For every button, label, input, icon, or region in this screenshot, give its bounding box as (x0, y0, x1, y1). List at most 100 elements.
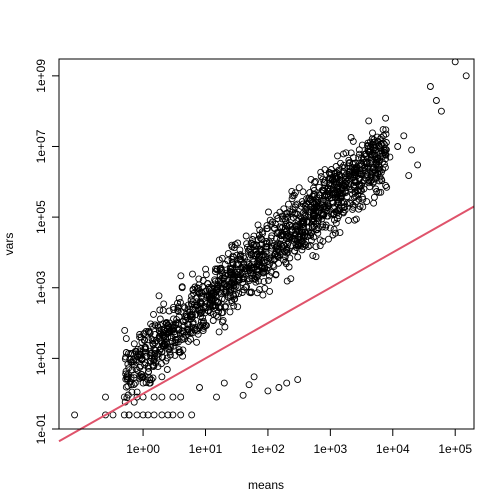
data-point (144, 362, 152, 370)
data-point (211, 277, 219, 285)
data-point (363, 198, 371, 206)
data-point (365, 117, 373, 125)
data-point (258, 259, 266, 267)
data-point (165, 307, 173, 315)
data-point (158, 373, 166, 381)
data-point (230, 284, 238, 292)
data-point (236, 246, 244, 254)
data-point (356, 203, 364, 210)
data-point (133, 411, 141, 419)
data-point (336, 229, 344, 237)
data-point (120, 411, 128, 419)
data-point (349, 160, 357, 168)
data-point (382, 182, 390, 189)
data-point (188, 411, 196, 419)
data-point (177, 272, 185, 280)
data-point (234, 303, 242, 311)
data-point (158, 393, 166, 401)
data-point (285, 263, 293, 271)
x-axis: 1e+00 1e+01 1e+02 1e+03 1e+04 1e+05 (126, 429, 472, 456)
data-point (299, 188, 307, 196)
data-point (462, 72, 470, 80)
data-point (261, 284, 269, 292)
data-point (165, 346, 173, 354)
data-point (349, 201, 357, 209)
data-point (267, 268, 275, 276)
data-point (254, 271, 262, 279)
y-axis: 1e-01 1e+01 1e+03 1e+05 1e+07 1e+09 (34, 59, 59, 444)
data-point (356, 150, 363, 158)
data-point (149, 374, 157, 382)
data-point (310, 217, 318, 225)
data-point (382, 139, 390, 146)
data-point (175, 348, 183, 356)
data-point (196, 299, 204, 306)
data-point (154, 353, 162, 361)
data-point (177, 411, 185, 419)
data-point (298, 246, 306, 254)
data-point (162, 328, 170, 336)
data-point (302, 202, 310, 210)
data-point (364, 163, 372, 171)
data-point (199, 314, 207, 322)
data-point (150, 393, 158, 401)
data-point (311, 191, 319, 198)
points-layer (71, 58, 470, 419)
x-axis-title: means (248, 478, 284, 492)
data-point (405, 172, 413, 180)
data-point (245, 277, 253, 285)
data-point (328, 170, 335, 177)
data-point (299, 219, 307, 227)
data-point (279, 223, 287, 231)
data-point (254, 268, 262, 276)
data-point (177, 393, 185, 401)
data-point (300, 240, 308, 248)
data-point (158, 348, 166, 356)
data-point (235, 273, 243, 281)
data-point (174, 307, 182, 315)
data-point (169, 411, 177, 419)
reference-line-layer (58, 205, 475, 443)
data-point (301, 213, 309, 221)
data-point (295, 184, 303, 192)
data-point (408, 146, 416, 154)
data-point (451, 58, 459, 66)
data-point (357, 171, 365, 178)
data-point (182, 310, 190, 318)
data-point (369, 151, 377, 159)
data-point (375, 158, 383, 166)
data-point (178, 283, 186, 291)
reference-line (58, 205, 475, 443)
data-point (256, 234, 264, 242)
data-point (200, 323, 208, 330)
data-point (210, 310, 217, 318)
data-point (212, 311, 220, 319)
data-point (291, 203, 299, 211)
data-point (272, 270, 280, 278)
data-point (358, 187, 366, 195)
data-point (124, 382, 132, 390)
data-point (262, 240, 270, 248)
data-point (202, 271, 210, 279)
data-point (378, 177, 386, 185)
data-point (292, 241, 300, 249)
data-point (283, 235, 291, 243)
data-point (221, 295, 228, 303)
x-tick-label: 1e+01 (189, 442, 223, 456)
data-point (276, 223, 284, 231)
data-point (266, 216, 274, 224)
x-tick-label: 1e+04 (376, 442, 410, 456)
data-point (318, 215, 326, 223)
data-point (224, 250, 232, 258)
data-point (247, 288, 255, 296)
data-point (125, 350, 132, 357)
data-point (181, 304, 189, 312)
data-point (310, 233, 318, 241)
data-point (313, 218, 321, 226)
data-point (226, 308, 234, 316)
data-point (320, 188, 328, 195)
data-point (370, 144, 378, 152)
data-point (375, 165, 383, 173)
data-point (329, 203, 337, 211)
data-point (320, 211, 328, 219)
